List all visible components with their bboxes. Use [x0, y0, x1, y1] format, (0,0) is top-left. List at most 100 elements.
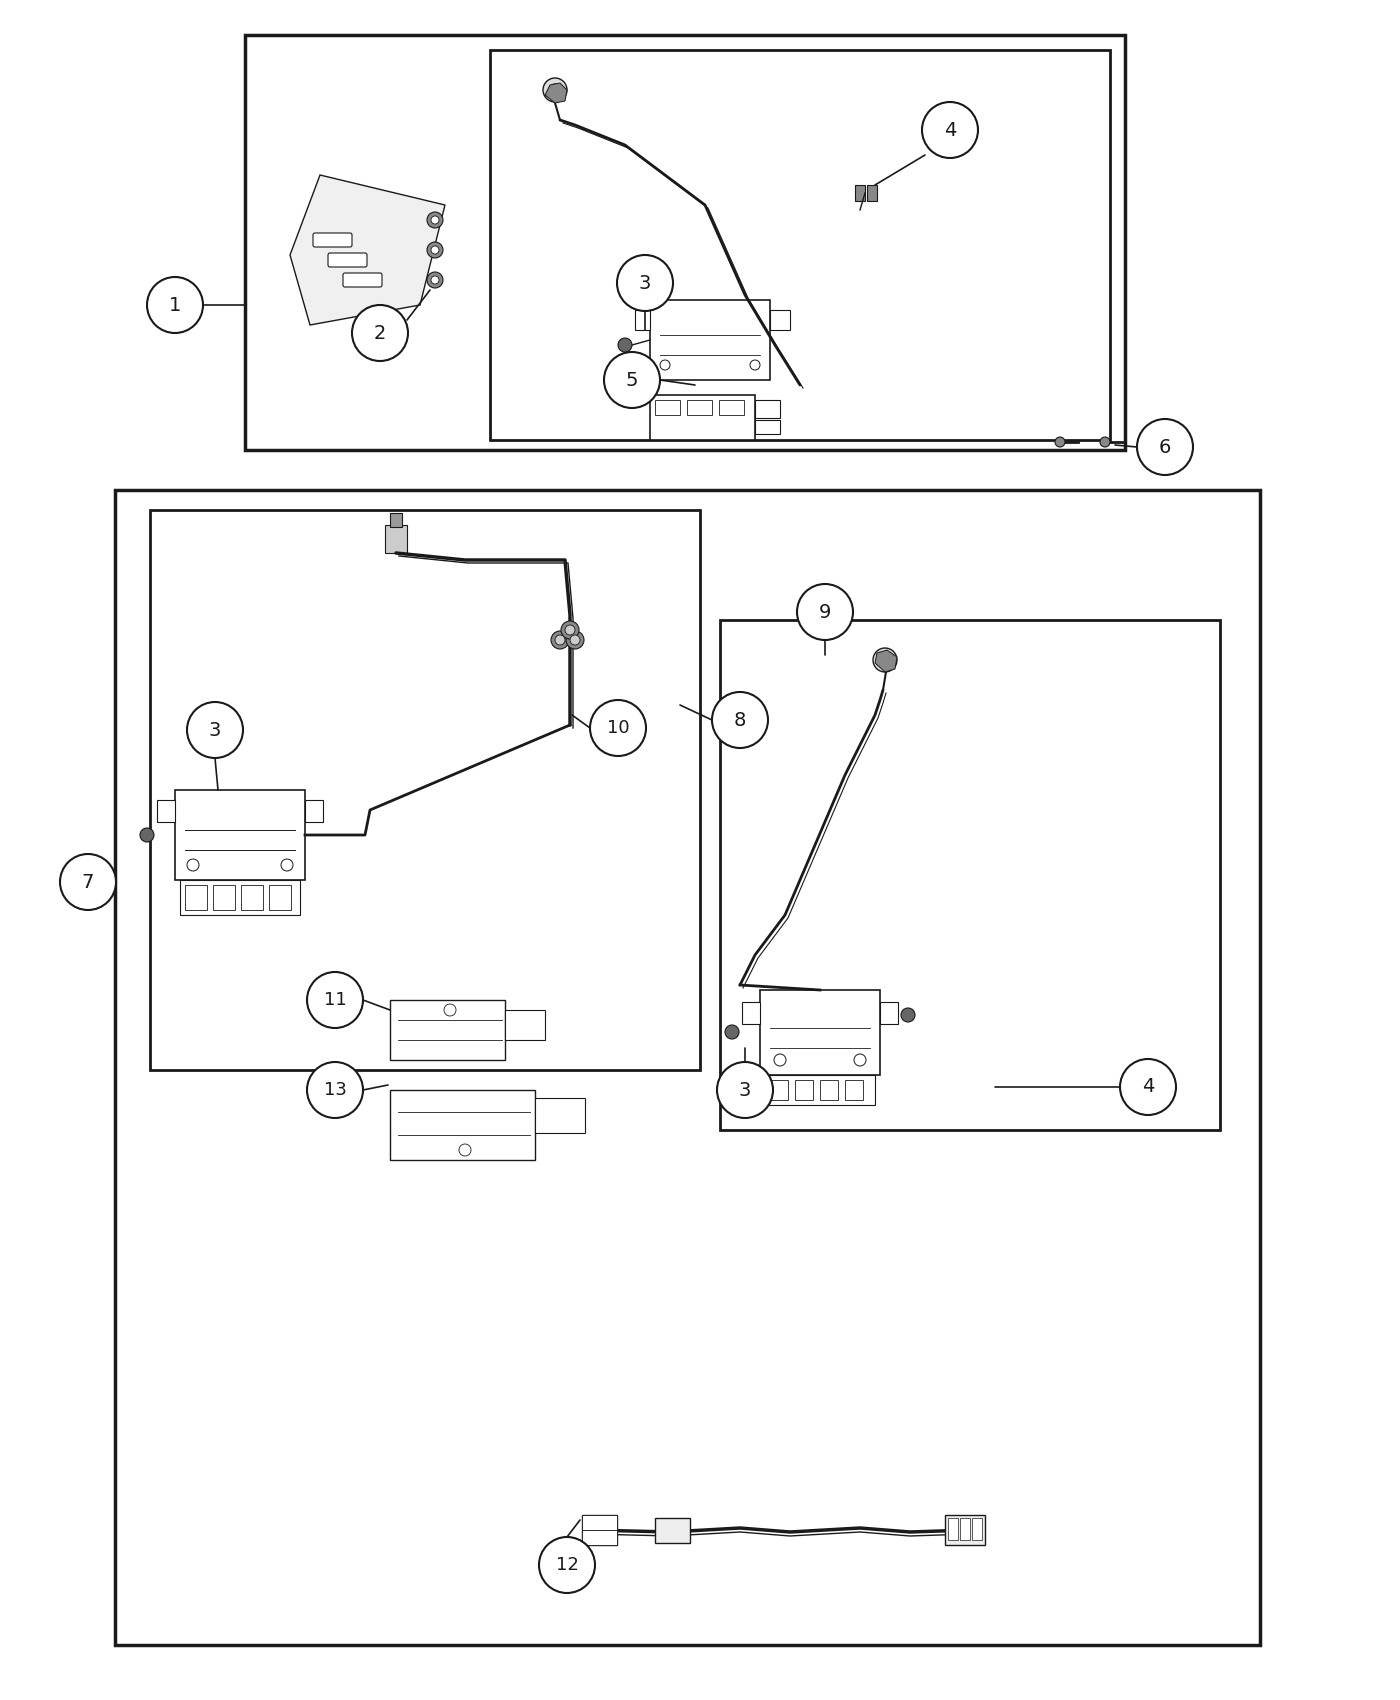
Circle shape — [566, 626, 575, 636]
Bar — [755, 420, 780, 434]
Bar — [881, 1001, 897, 1023]
Circle shape — [617, 338, 631, 352]
Bar — [181, 881, 300, 915]
Bar — [846, 1080, 862, 1100]
Circle shape — [713, 692, 769, 748]
Bar — [150, 510, 700, 1069]
Text: 13: 13 — [323, 1081, 346, 1098]
Circle shape — [603, 352, 659, 408]
Circle shape — [659, 360, 671, 371]
Circle shape — [307, 972, 363, 1028]
Circle shape — [725, 1025, 739, 1039]
Bar — [687, 400, 713, 415]
Bar — [582, 1515, 617, 1545]
Bar — [241, 886, 263, 910]
Bar — [157, 801, 175, 823]
Text: 12: 12 — [556, 1556, 578, 1574]
Bar — [755, 400, 780, 418]
Bar — [582, 1530, 617, 1545]
Bar — [972, 1518, 981, 1540]
Text: 4: 4 — [1142, 1078, 1154, 1096]
Bar — [490, 49, 1110, 440]
Text: 11: 11 — [323, 991, 346, 1010]
Text: 3: 3 — [209, 721, 221, 740]
Text: 5: 5 — [626, 371, 638, 389]
Text: 3: 3 — [739, 1081, 752, 1100]
Bar — [385, 525, 407, 552]
Circle shape — [188, 702, 244, 758]
Circle shape — [444, 1005, 456, 1017]
Circle shape — [874, 648, 897, 672]
Bar — [820, 1080, 839, 1100]
Bar — [945, 1515, 986, 1545]
Bar — [742, 1001, 760, 1023]
Bar — [269, 886, 291, 910]
Circle shape — [431, 216, 440, 224]
Bar — [760, 989, 881, 1074]
Circle shape — [549, 83, 561, 95]
Circle shape — [431, 275, 440, 284]
Bar — [650, 299, 770, 381]
Bar — [720, 400, 743, 415]
Bar — [245, 36, 1126, 450]
Circle shape — [570, 636, 580, 644]
Bar — [795, 1080, 813, 1100]
Bar — [505, 1010, 545, 1040]
Circle shape — [1137, 418, 1193, 474]
Bar — [720, 620, 1219, 1130]
Bar — [960, 1518, 970, 1540]
Bar — [867, 185, 876, 201]
Circle shape — [854, 1054, 867, 1066]
Bar — [770, 1080, 788, 1100]
Circle shape — [459, 1144, 470, 1156]
Circle shape — [552, 631, 568, 649]
Circle shape — [717, 1062, 773, 1119]
FancyBboxPatch shape — [314, 233, 351, 246]
Text: 6: 6 — [1159, 437, 1172, 457]
Circle shape — [1056, 437, 1065, 447]
Bar — [770, 309, 790, 330]
Circle shape — [431, 246, 440, 253]
Circle shape — [566, 631, 584, 649]
Circle shape — [307, 1062, 363, 1119]
Bar — [855, 185, 865, 201]
Bar — [391, 1000, 505, 1061]
Bar — [185, 886, 207, 910]
Bar — [655, 400, 680, 415]
Circle shape — [902, 1008, 916, 1022]
Circle shape — [281, 858, 293, 870]
Circle shape — [797, 585, 853, 639]
Text: 9: 9 — [819, 602, 832, 622]
Circle shape — [147, 277, 203, 333]
Circle shape — [539, 1537, 595, 1593]
Bar — [305, 801, 323, 823]
Polygon shape — [290, 175, 445, 325]
Circle shape — [1100, 437, 1110, 447]
Bar — [391, 513, 402, 527]
Circle shape — [879, 654, 890, 666]
Bar — [650, 394, 755, 440]
Bar — [535, 1098, 585, 1132]
Text: 10: 10 — [606, 719, 630, 738]
Circle shape — [774, 1054, 785, 1066]
Circle shape — [427, 241, 442, 258]
Bar — [655, 1518, 690, 1544]
Circle shape — [554, 636, 566, 644]
Text: 7: 7 — [81, 872, 94, 891]
Text: 1: 1 — [169, 296, 181, 314]
FancyBboxPatch shape — [343, 274, 382, 287]
Bar — [582, 1515, 617, 1530]
Circle shape — [750, 360, 760, 371]
Circle shape — [589, 700, 645, 756]
Circle shape — [351, 304, 407, 360]
Bar — [948, 1518, 958, 1540]
Circle shape — [427, 212, 442, 228]
Bar — [213, 886, 235, 910]
Circle shape — [561, 620, 580, 639]
Circle shape — [1120, 1059, 1176, 1115]
Polygon shape — [545, 83, 567, 104]
Circle shape — [427, 272, 442, 287]
Bar — [764, 1074, 875, 1105]
Circle shape — [617, 255, 673, 311]
Circle shape — [60, 853, 116, 910]
